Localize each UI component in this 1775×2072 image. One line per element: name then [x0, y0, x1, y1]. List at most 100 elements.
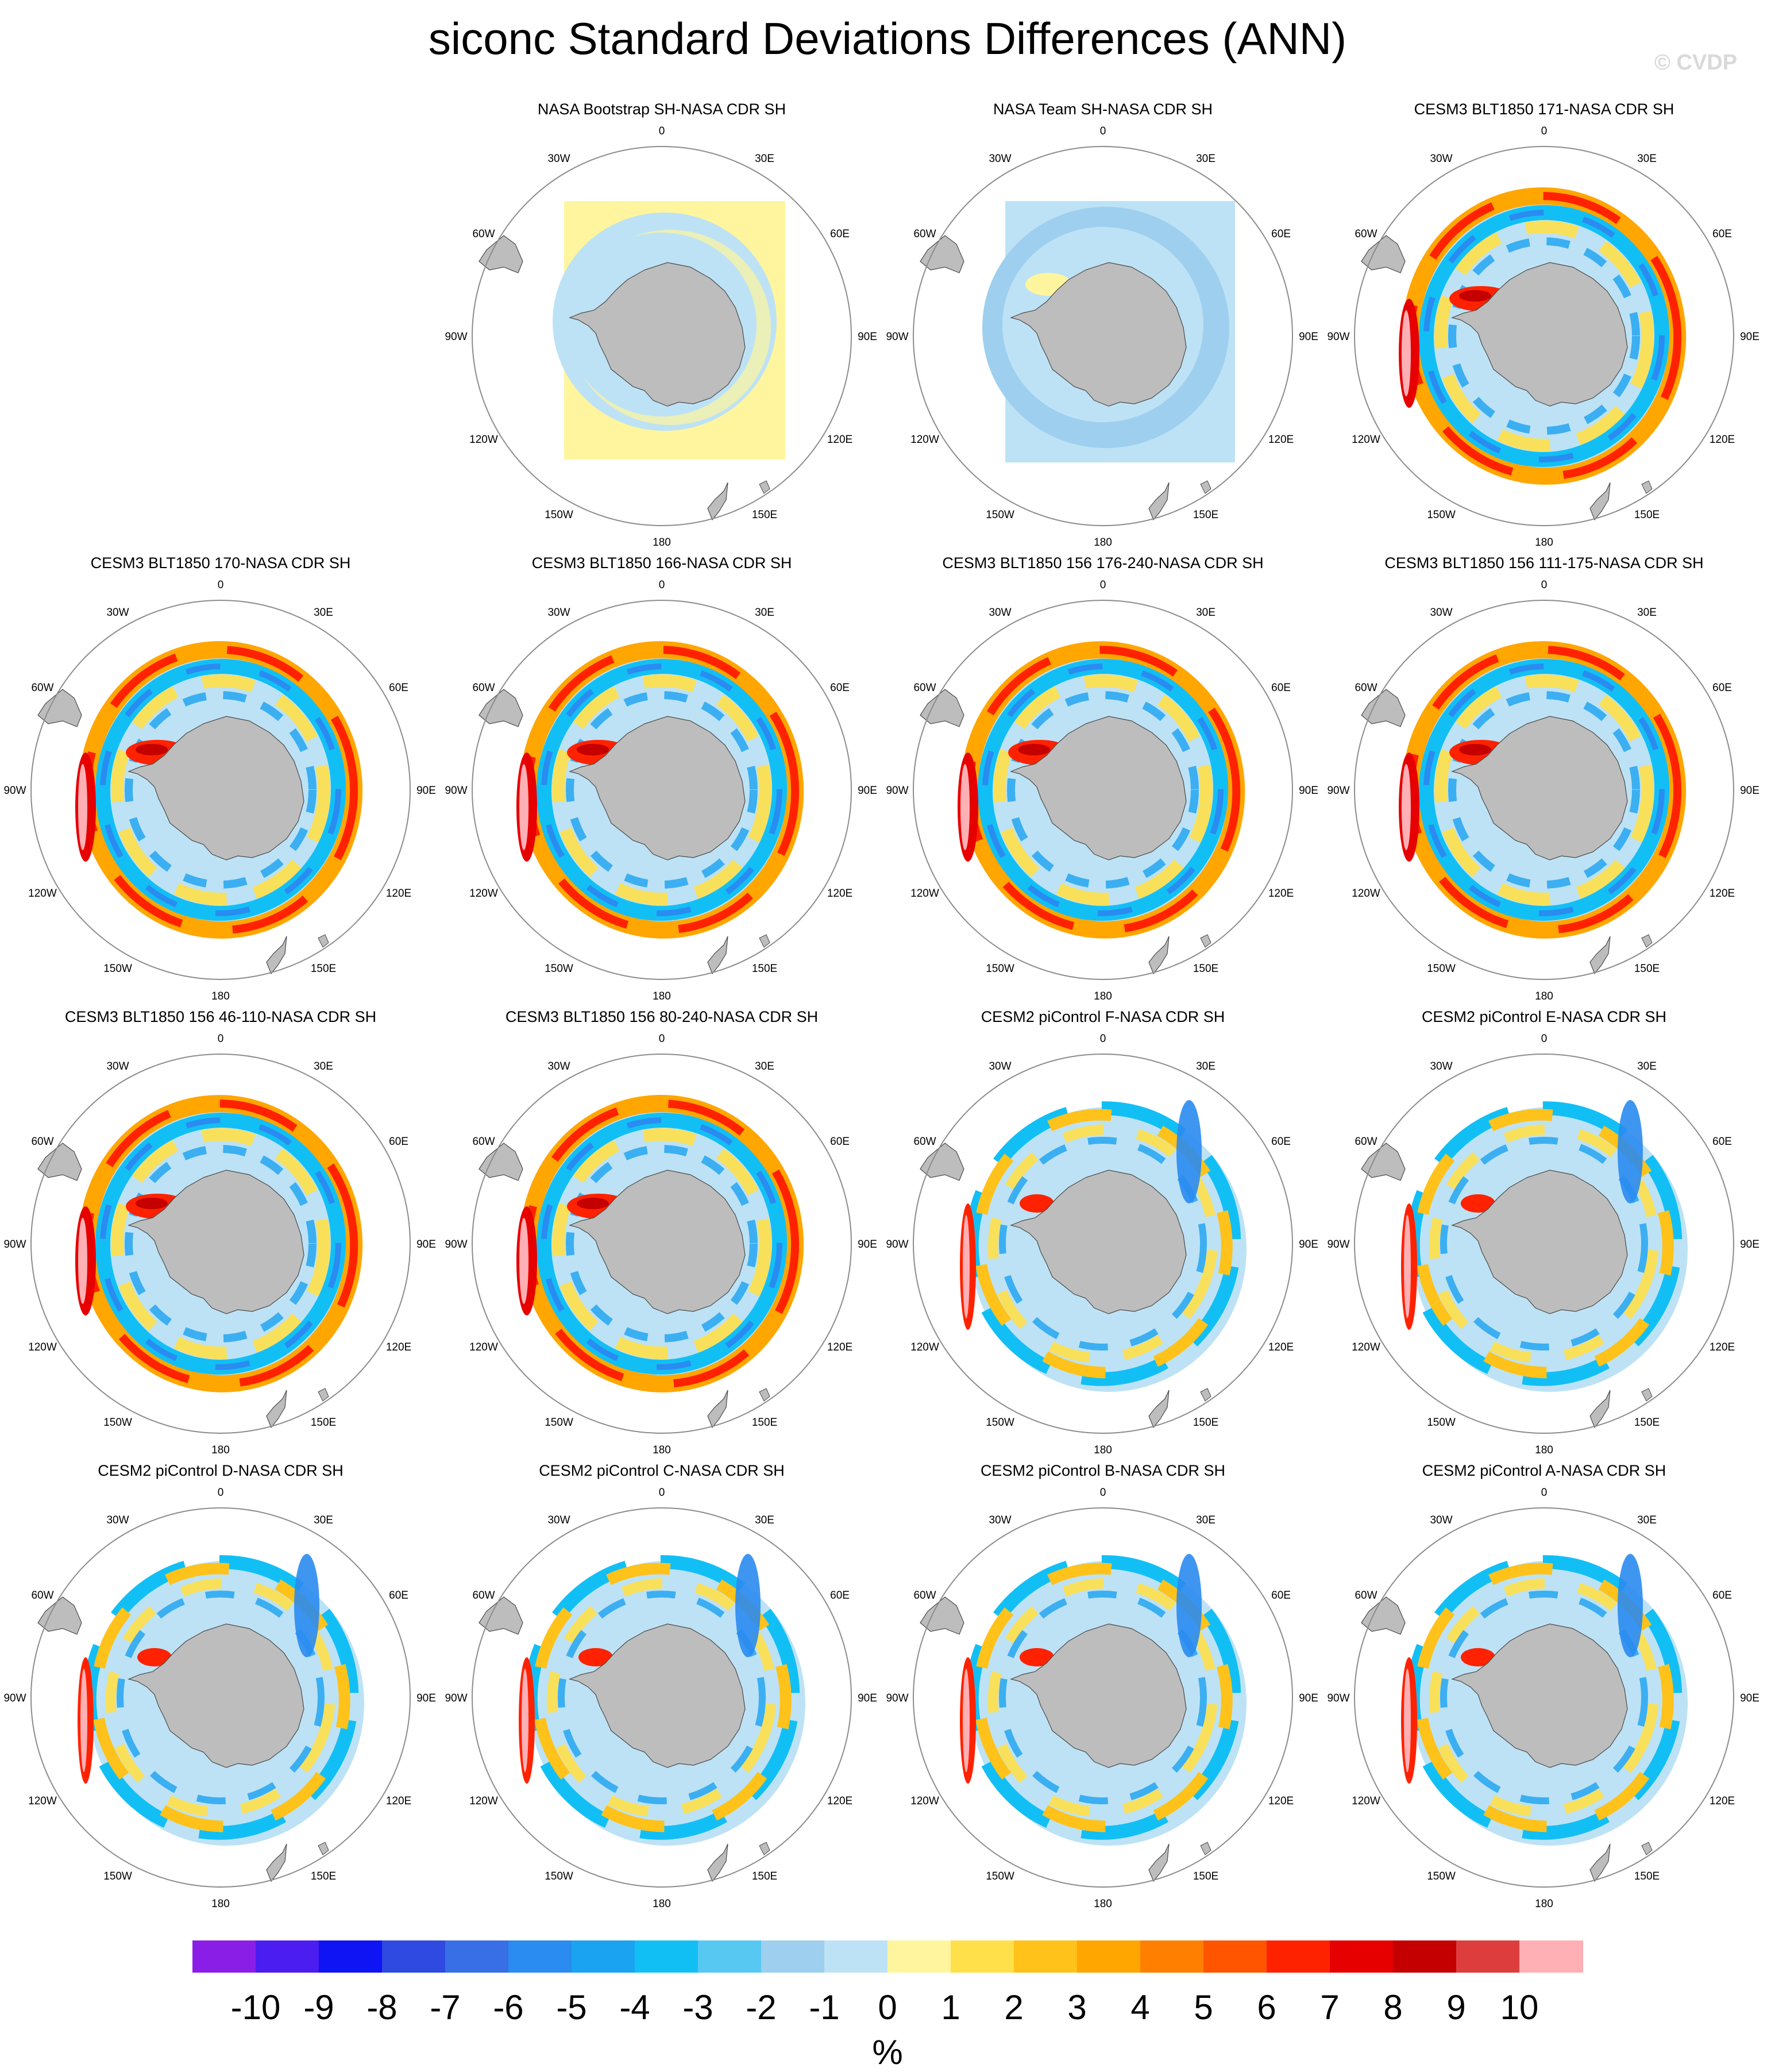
field-weddell-hot: [137, 1648, 172, 1666]
south-america-land: [920, 689, 964, 727]
colorbar-tick-label: -5: [556, 1988, 587, 2027]
lon-label: 60W: [472, 228, 495, 240]
field-mid-warm: [1429, 1578, 1660, 1817]
field-weddell-hot: [1020, 1194, 1054, 1213]
lon-label: 180: [1535, 537, 1553, 549]
lon-label: 120W: [1352, 1795, 1380, 1807]
field-west-core: [80, 1669, 87, 1772]
map-boundary: [472, 146, 852, 526]
map-body: 0 30E 60E 90E 120E 150E 180 150W 120W 90W 60W 30W: [1327, 579, 1759, 1002]
lon-label: 60E: [389, 1589, 408, 1602]
lon-label: 30W: [547, 153, 570, 165]
field-east-blue: [735, 1554, 761, 1657]
field-coast-blue: [1448, 237, 1640, 435]
lon-label: 30E: [314, 607, 333, 619]
lon-label: 150E: [752, 1870, 777, 1882]
lon-label: 180: [211, 1444, 230, 1456]
lon-label: 150W: [103, 1417, 132, 1429]
lon-label: 60E: [1271, 682, 1291, 694]
south-america-land: [479, 1596, 523, 1635]
panel-title: CESM3 BLT1850 156 111-175-NASA CDR SH: [1384, 554, 1704, 572]
tasmania-land: [1200, 480, 1211, 494]
lon-label: 90W: [886, 1238, 908, 1251]
tasmania-land: [1200, 1842, 1211, 1855]
field-coast-blue: [566, 1145, 758, 1342]
lon-label: 120E: [1268, 1341, 1294, 1353]
field-east-blue: [1618, 1554, 1643, 1657]
data-field: [960, 1100, 1247, 1392]
lon-label: 30E: [314, 1514, 333, 1526]
colorbar-box: [824, 1940, 888, 1973]
lon-label: 90E: [1740, 1238, 1759, 1251]
field-weddell-core: [577, 744, 609, 755]
colorbar-tick-label: -6: [493, 1988, 524, 2027]
lon-label: 90E: [416, 1692, 436, 1704]
panel-title: CESM2 piControl A-NASA CDR SH: [1422, 1462, 1666, 1479]
lon-label: 120E: [1268, 434, 1294, 446]
field-inner-warm: [552, 1128, 771, 1359]
lon-label: 150W: [545, 1417, 573, 1429]
colorbar-box: [1393, 1940, 1457, 1973]
colorbar-tick-label: 5: [1194, 1988, 1213, 2027]
field-coast-blue: [1440, 1591, 1648, 1804]
lon-label: 120W: [469, 1341, 498, 1353]
lon-label: 150W: [103, 963, 132, 975]
lon-label: 150W: [986, 963, 1014, 975]
lon-label: 0: [218, 1487, 224, 1499]
field-outer-warm: [973, 1562, 1233, 1832]
polar-map: 0 30E 60E 90E 120E 150E 180 150W 120W 90W 60W 30W: [3, 1033, 435, 1456]
field-mid-warm: [987, 1578, 1218, 1817]
colorbar-tick-label: -3: [682, 1988, 713, 2027]
colorbar-box: [761, 1940, 825, 1973]
field-outer-blue: [1406, 1101, 1683, 1386]
map-boundary: [472, 1507, 852, 1888]
map-boundary: [1354, 146, 1734, 526]
lon-label: 60W: [472, 1136, 495, 1148]
lon-label: 150W: [545, 1870, 573, 1882]
lon-label: 30E: [1196, 1514, 1216, 1526]
lon-label: 180: [653, 537, 671, 549]
map-boundary: [1354, 1054, 1734, 1434]
map-body: 0 30E 60E 90E 120E 150E 180 150W 120W 90W 60W 30W: [1327, 125, 1759, 549]
lon-label: 30E: [1637, 1514, 1657, 1526]
colorbar-box: [951, 1940, 1014, 1973]
lon-label: 150E: [1193, 509, 1218, 521]
lon-label: 90W: [445, 1238, 467, 1251]
lon-label: 0: [1541, 579, 1548, 591]
lon-label: 60E: [830, 682, 850, 694]
lon-label: 150W: [103, 1870, 132, 1882]
polar-map: 0 30E 60E 90E 120E 150E 180 150W 120W 90W 60W 30W: [886, 1033, 1318, 1456]
map-boundary: [1354, 1507, 1734, 1888]
field-outer-warm: [532, 1562, 792, 1832]
lon-label: 120W: [469, 888, 498, 900]
south-america-land: [479, 1143, 523, 1181]
colorbar-box: [445, 1940, 509, 1973]
map-body: 0 30E 60E 90E 120E 150E 180 150W 120W 90W 60W 30W: [445, 1487, 877, 1910]
lon-label: 180: [1535, 1898, 1553, 1910]
field-coast-blue: [558, 1591, 766, 1804]
lon-label: 150W: [986, 1417, 1014, 1429]
antarctica-land: [1451, 1170, 1628, 1314]
field-weddell-core: [1018, 744, 1050, 755]
lon-label: 120W: [910, 1341, 939, 1353]
colorbar-box: [572, 1940, 635, 1973]
map-body: 0 30E 60E 90E 120E 150E 180 150W 120W 90W 60W 30W: [1327, 1033, 1759, 1456]
field-mid-warm: [987, 1124, 1218, 1363]
lon-label: 0: [659, 579, 665, 591]
lon-label: 120E: [1710, 434, 1735, 446]
field-coast-blue: [1448, 691, 1640, 889]
lon-label: 120E: [1268, 888, 1294, 900]
lon-label: 90W: [886, 785, 908, 797]
lon-label: 90E: [858, 331, 877, 343]
lon-label: 180: [211, 990, 230, 1002]
field-outer-warm: [1414, 1562, 1674, 1832]
field-blue-peak: [99, 1117, 342, 1370]
map-panel: NASA Team SH-NASA CDR SH 0 30E 60E 90E 120E 15…: [882, 101, 1323, 554]
lon-label: 90E: [1299, 785, 1318, 797]
lon-label: 60W: [913, 1589, 936, 1602]
lon-label: 90W: [1327, 785, 1349, 797]
lon-label: 0: [1100, 125, 1106, 137]
lon-label: 60E: [1271, 1589, 1291, 1602]
field-east-blue: [1618, 1100, 1643, 1203]
map-panel: CESM3 BLT1850 170-NASA CDR SH 0 30E 60E 90E 1…: [0, 554, 441, 1008]
